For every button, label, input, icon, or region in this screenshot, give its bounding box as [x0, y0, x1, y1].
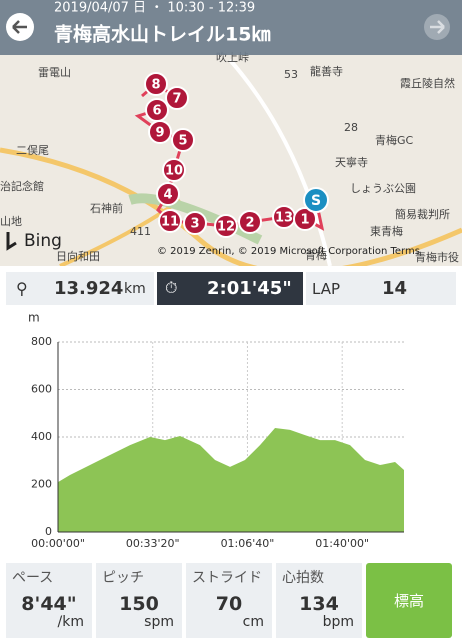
x-tick-label: 00:33'20" — [126, 537, 180, 550]
lap-marker — [238, 210, 262, 234]
marker-label: 11 — [161, 215, 179, 230]
time-box[interactable]: ⏱ 2:01'45" — [157, 272, 303, 305]
map-label: 青梅GC — [375, 133, 414, 147]
forward-icon — [430, 20, 445, 34]
map: 雷電山吹上峠龍善寺霞丘陵自然青梅GC天寧寺しょうぶ公園簡易裁判所東青梅二俣尾石神… — [0, 0, 462, 266]
x-tick-label: 00:00'00" — [31, 537, 85, 550]
marker-label: 5 — [178, 134, 187, 149]
elevation-button[interactable]: 標高 — [366, 563, 452, 638]
lap-box[interactable]: LAP 14 — [306, 272, 456, 305]
stat-unit: cm — [242, 614, 264, 630]
lap-marker — [165, 86, 189, 110]
map-label: 石神前 — [90, 201, 123, 215]
stat-value: 134 — [299, 593, 339, 615]
date: 2019/04/07 日 ・ 10:30 - 12:39 — [54, 1, 255, 16]
marker-label: 4 — [163, 188, 172, 203]
lap-marker — [144, 72, 168, 96]
map-label: 411 — [130, 225, 151, 238]
stat-value: 8'44" — [21, 593, 77, 615]
y-tick-label: 600 — [31, 383, 52, 396]
road — [228, 58, 332, 266]
marker-label: 12 — [217, 220, 235, 235]
stat-unit: spm — [144, 614, 174, 630]
map-label: 簡易裁判所 — [395, 207, 450, 221]
map-label: 53 — [284, 68, 298, 81]
stat-label: ペース — [12, 570, 54, 586]
map-label: 青梅 — [305, 248, 327, 262]
map-label: 天寧寺 — [335, 155, 368, 169]
map-label: 霞丘陵自然 — [400, 76, 455, 90]
start-pin — [303, 187, 329, 213]
stat-value: 150 — [119, 593, 159, 615]
marker-label: 6 — [152, 104, 161, 119]
lap: 14 — [382, 278, 408, 299]
map-label: 山地 — [0, 215, 22, 228]
map-label: 青梅市役 — [415, 250, 459, 264]
lap-marker — [148, 120, 172, 144]
header-bg — [0, 0, 462, 55]
marker-label: 7 — [172, 92, 181, 107]
marker-label: S — [311, 193, 321, 209]
stat-label: 心拍数 — [282, 570, 324, 586]
lap-marker — [293, 207, 317, 231]
map-label: 治記念館 — [0, 179, 44, 193]
distance-icon: ⚲ — [16, 279, 28, 298]
stat-unit: bpm — [322, 614, 354, 630]
back-icon — [12, 20, 27, 34]
bing-icon — [6, 232, 17, 251]
map-label: 二俣尾 — [16, 143, 49, 157]
lap-marker — [183, 211, 207, 235]
timer-icon: ⏱ — [165, 278, 178, 297]
x-tick-label: 01:06'40" — [221, 537, 275, 550]
road — [0, 147, 462, 266]
map-label: 雷電山 — [38, 66, 71, 79]
marker-label: 1 — [300, 213, 309, 228]
marker-label: 3 — [190, 217, 199, 232]
marker-label: 10 — [165, 164, 183, 179]
marker-label: 2 — [245, 216, 254, 231]
park — [128, 193, 263, 245]
time: 2:01'45" — [207, 278, 292, 299]
lap-marker — [171, 128, 195, 152]
stat-label: ピッチ — [102, 570, 144, 586]
y-tick-label: 0 — [45, 525, 52, 538]
map-label: 龍善寺 — [310, 64, 343, 78]
map-label: 28 — [344, 121, 358, 134]
stat-unit: /km — [57, 614, 84, 630]
stat-label: ストライド — [192, 570, 262, 586]
map-label: 東青梅 — [370, 224, 403, 238]
distance-box: ⚲ 13.924 km — [6, 272, 154, 305]
bing-logo: Bing — [24, 231, 62, 251]
title: 青梅高水山トレイル15㎞ — [54, 23, 270, 46]
distance-unit: km — [124, 281, 146, 297]
lap-marker — [158, 209, 182, 233]
map-label: しょうぶ公園 — [350, 182, 416, 195]
stat-box: ペース 8'44"/km — [6, 563, 92, 638]
stat-box: ピッチ 150 spm — [96, 563, 182, 638]
stat-box: 心拍数 134 bpm — [276, 563, 362, 638]
map-label: 日向和田 — [56, 249, 100, 263]
elevation-area — [58, 427, 404, 532]
y-tick-label: 400 — [31, 430, 52, 443]
lap-label: LAP — [312, 280, 341, 298]
stat-value: 70 — [215, 593, 243, 615]
x-tick-label: 01:40'00" — [315, 537, 369, 550]
marker-label: 13 — [275, 211, 293, 226]
lap-marker — [162, 158, 186, 182]
y-tick-label: 200 — [31, 478, 52, 491]
elevation-chart: m 0 200 400 600 800 00:00'00" 00:33'20" 01:06'4… — [28, 311, 404, 550]
lap-marker — [214, 214, 238, 238]
stat-box: ストライド 70 cm — [186, 563, 272, 638]
lap-marker — [156, 182, 180, 206]
y-unit: m — [28, 311, 40, 325]
y-tick-label: 800 — [31, 335, 52, 348]
marker-label: 8 — [151, 78, 160, 93]
marker-label: 9 — [155, 126, 164, 141]
distance: 13.924 — [54, 278, 124, 299]
copyright: © 2019 Zenrin, © 2019 Microsoft Corporat… — [157, 246, 420, 257]
